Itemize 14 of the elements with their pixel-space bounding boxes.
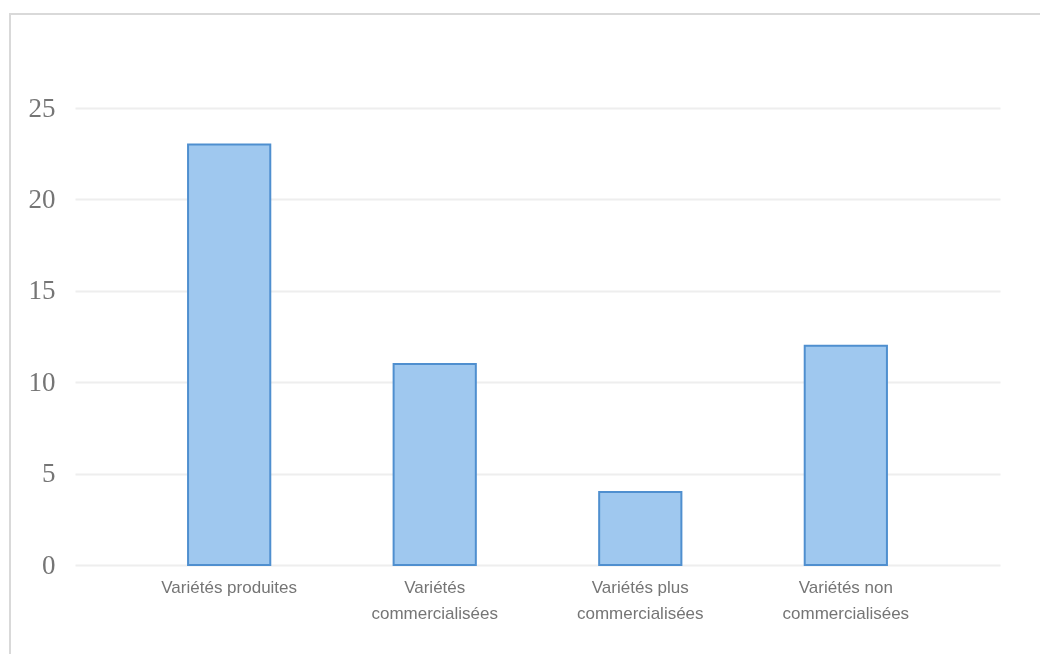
y-tick-label: 0 xyxy=(42,549,56,580)
y-tick-label: 20 xyxy=(28,183,56,214)
x-tick-label: Variétés commercialisées xyxy=(371,577,499,623)
y-tick-label: 25 xyxy=(28,92,56,123)
bar xyxy=(187,143,272,566)
x-tick-label: Variétés non commercialisées xyxy=(782,577,910,623)
bar xyxy=(803,344,888,566)
y-tick-label: 15 xyxy=(28,275,56,306)
x-tick-label: Variétés produites xyxy=(161,577,298,597)
y-tick-label: 10 xyxy=(28,366,56,397)
bar xyxy=(392,362,477,566)
y-tick-label: 5 xyxy=(42,458,56,489)
x-tick-label: Variétés plus commercialisées xyxy=(576,577,704,623)
bar xyxy=(598,490,683,566)
